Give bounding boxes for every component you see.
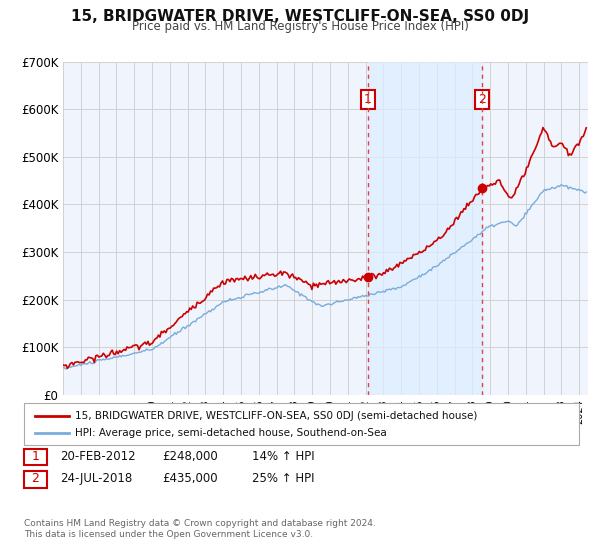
Text: 2: 2 — [478, 93, 486, 106]
Text: 25% ↑ HPI: 25% ↑ HPI — [252, 472, 314, 486]
Text: 20-FEB-2012: 20-FEB-2012 — [60, 450, 136, 463]
Bar — [368, 62, 482, 395]
Text: £435,000: £435,000 — [162, 472, 218, 486]
Text: 14% ↑ HPI: 14% ↑ HPI — [252, 450, 314, 463]
Text: 1: 1 — [31, 450, 40, 463]
Text: 1: 1 — [364, 93, 372, 106]
Text: This data is licensed under the Open Government Licence v3.0.: This data is licensed under the Open Gov… — [24, 530, 313, 539]
Text: 24-JUL-2018: 24-JUL-2018 — [60, 472, 132, 486]
Text: 15, BRIDGWATER DRIVE, WESTCLIFF-ON-SEA, SS0 0DJ: 15, BRIDGWATER DRIVE, WESTCLIFF-ON-SEA, … — [71, 10, 529, 24]
Text: 15, BRIDGWATER DRIVE, WESTCLIFF-ON-SEA, SS0 0DJ (semi-detached house): 15, BRIDGWATER DRIVE, WESTCLIFF-ON-SEA, … — [75, 411, 478, 421]
Text: Contains HM Land Registry data © Crown copyright and database right 2024.: Contains HM Land Registry data © Crown c… — [24, 519, 376, 528]
Text: HPI: Average price, semi-detached house, Southend-on-Sea: HPI: Average price, semi-detached house,… — [75, 428, 387, 438]
Text: Price paid vs. HM Land Registry's House Price Index (HPI): Price paid vs. HM Land Registry's House … — [131, 20, 469, 34]
Text: 2: 2 — [31, 472, 40, 486]
Text: £248,000: £248,000 — [162, 450, 218, 463]
